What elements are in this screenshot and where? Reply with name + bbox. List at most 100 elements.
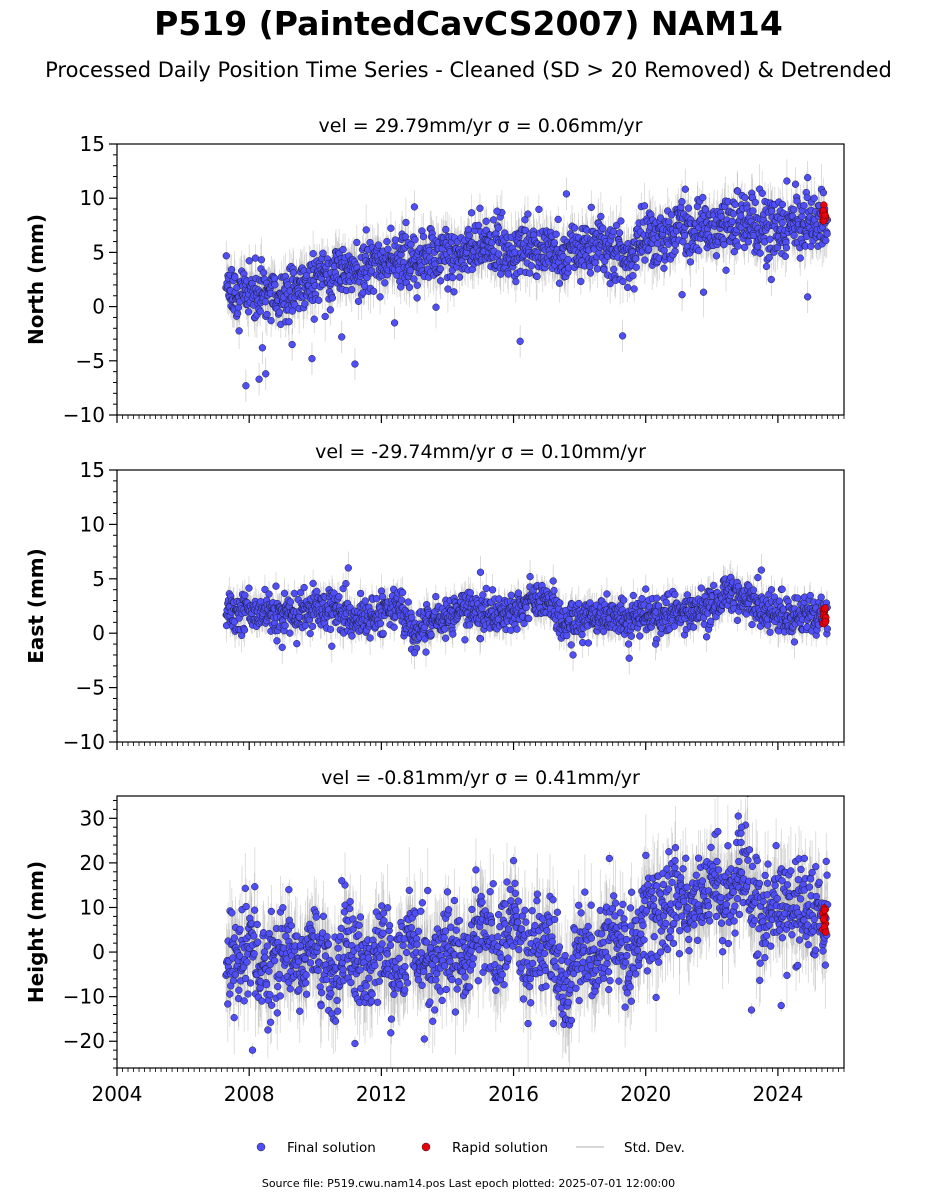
final-solution-point <box>640 202 649 210</box>
final-solution-point <box>527 262 536 270</box>
final-solution-point <box>309 249 317 258</box>
final-solution-point <box>562 190 571 198</box>
final-solution-point <box>612 221 621 229</box>
final-solution-point <box>749 207 757 215</box>
final-solution-point <box>303 271 311 280</box>
final-solution-point <box>766 235 774 243</box>
final-solution-point <box>300 583 308 592</box>
final-solution-point <box>686 258 695 266</box>
figure-title: P519 (PaintedCavCS2007) NAM14 <box>154 4 783 43</box>
final-solution-point <box>374 241 383 249</box>
final-solution-point <box>406 266 414 275</box>
final-solution-point <box>270 274 279 283</box>
final-solution-point <box>411 236 419 244</box>
final-solution-point <box>464 225 473 234</box>
final-solution-point <box>524 210 532 218</box>
final-solution-point <box>482 217 490 225</box>
final-solution-point <box>242 382 250 390</box>
final-solution-point <box>436 277 445 285</box>
final-solution-point <box>753 242 762 251</box>
final-solution-point <box>376 293 384 301</box>
final-solution-point <box>410 203 419 211</box>
final-solution-point <box>326 306 334 314</box>
final-solution-point <box>521 216 529 224</box>
final-solution-point <box>273 637 281 645</box>
final-solution-point <box>516 337 524 345</box>
final-solution-point <box>326 625 335 634</box>
final-solution-point <box>782 244 791 252</box>
final-solution-point <box>367 267 376 275</box>
final-solution-point <box>570 224 579 232</box>
final-solution-point <box>301 621 310 630</box>
final-solution-point <box>265 590 273 598</box>
final-solution-point <box>286 598 294 606</box>
final-solution-point <box>256 307 264 315</box>
final-solution-point <box>618 332 627 340</box>
final-solution-point <box>660 264 668 272</box>
final-solution-point <box>591 258 599 267</box>
final-solution-point <box>552 230 560 238</box>
final-solution-point <box>262 370 270 378</box>
final-solution-point <box>310 315 318 323</box>
panel-north: vel = 29.79mm/yr σ = 0.06mm/yr North (mm)… <box>24 115 845 427</box>
final-solution-point <box>819 189 828 197</box>
final-solution-point <box>328 294 337 302</box>
final-solution-point <box>308 622 317 631</box>
y-tick-label: −10 <box>63 403 105 427</box>
final-solution-point <box>533 272 541 281</box>
final-solution-point <box>467 209 476 217</box>
final-solution-point <box>822 236 830 245</box>
final-solution-point <box>227 265 236 274</box>
final-solution-point <box>301 300 309 308</box>
final-solution-point <box>599 224 607 232</box>
final-solution-point <box>272 582 280 590</box>
final-solution-point <box>261 585 269 594</box>
final-solution-point <box>681 185 689 193</box>
final-solution-point <box>728 217 736 226</box>
final-solution-point <box>280 589 289 597</box>
final-solution-point <box>722 266 730 274</box>
final-solution-point <box>762 262 771 271</box>
final-solution-point <box>383 237 391 246</box>
final-solution-point <box>741 194 749 202</box>
final-solution-point <box>319 249 327 257</box>
final-solution-point <box>339 245 347 254</box>
final-solution-point <box>610 265 618 274</box>
final-solution-point <box>550 239 559 247</box>
final-solution-point <box>222 252 230 260</box>
final-solution-point <box>494 250 503 258</box>
final-solution-point <box>315 296 323 304</box>
final-solution-point <box>338 333 346 341</box>
final-solution-point <box>313 587 321 596</box>
final-solution-point <box>644 245 653 253</box>
final-solution-point <box>455 273 464 281</box>
final-solution-point <box>293 640 301 648</box>
final-solution-point <box>765 253 773 262</box>
final-solution-point <box>261 298 270 306</box>
final-solution-point <box>244 308 253 316</box>
final-solution-point <box>737 212 745 220</box>
final-solution-point <box>781 252 789 260</box>
final-solution-point <box>740 243 749 252</box>
final-solution-point <box>632 255 640 263</box>
final-solution-point <box>756 249 764 257</box>
final-solution-point <box>699 193 707 202</box>
y-axis-label: North (mm) <box>24 214 48 345</box>
y-axis-label: East (mm) <box>24 548 48 664</box>
final-solution-point <box>387 224 395 232</box>
y-tick-label: 5 <box>92 240 105 264</box>
final-solution-point <box>768 207 776 215</box>
final-solution-point <box>354 297 363 305</box>
final-solution-point <box>667 211 676 219</box>
y-tick-label: −5 <box>76 349 105 373</box>
final-solution-point <box>778 200 787 209</box>
final-solution-point <box>309 579 317 588</box>
rapid-solution-point <box>821 211 829 219</box>
final-solution-point <box>231 273 239 281</box>
final-solution-point <box>609 227 617 236</box>
final-solution-point <box>504 270 512 278</box>
final-solution-point <box>405 283 414 291</box>
final-solution-point <box>450 288 458 296</box>
final-solution-point <box>436 265 445 273</box>
final-solution-point <box>267 317 275 325</box>
